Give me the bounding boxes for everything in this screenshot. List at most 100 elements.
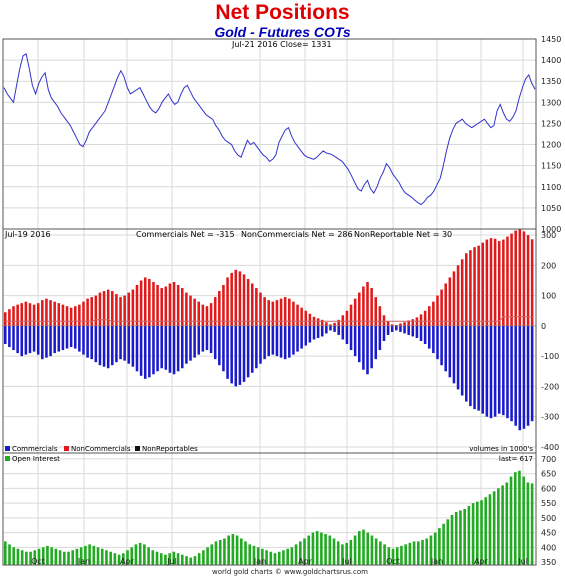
commercials-bar xyxy=(419,325,423,341)
open-interest-bar xyxy=(501,485,504,565)
noncommercials-bar xyxy=(45,298,48,326)
commercials-bar xyxy=(8,325,11,348)
oi-last-label: last= 617 xyxy=(499,455,533,463)
commercials-bar xyxy=(407,325,410,335)
commercials-bar xyxy=(24,325,28,355)
commercials-bar xyxy=(12,325,15,351)
open-interest-bar xyxy=(497,488,500,565)
noncommercials-bar xyxy=(477,245,480,326)
commercials-bar xyxy=(230,325,233,384)
commercials-bar xyxy=(143,325,147,379)
x-tick-label: Jan xyxy=(77,557,90,566)
open-interest-bar xyxy=(54,548,58,565)
panel-frame-2 xyxy=(2,452,537,566)
open-interest-bar xyxy=(46,545,49,565)
open-interest-bar xyxy=(256,547,260,565)
commercials-bar xyxy=(94,325,98,363)
noncommercials-bar xyxy=(292,301,295,326)
commercials-bar xyxy=(353,325,357,357)
y-tick-label: 200 xyxy=(541,261,556,270)
open-interest-bar xyxy=(240,538,243,565)
open-interest-bar xyxy=(79,547,83,565)
noncommercials-bar xyxy=(12,306,15,326)
open-interest-bar xyxy=(210,544,214,565)
noncommercials-bar xyxy=(53,301,56,326)
noncommercials-bar xyxy=(69,307,73,326)
commercials-bar xyxy=(489,325,493,419)
noncommercials-bar xyxy=(370,288,373,326)
open-interest-bar xyxy=(299,541,302,565)
y-tick-label: 300 xyxy=(541,231,556,240)
noncommercials-bar xyxy=(127,292,131,326)
commercials-bar xyxy=(403,325,406,334)
legend-label: Commercials xyxy=(12,445,58,453)
commercials-bar xyxy=(78,325,81,352)
open-interest-bar xyxy=(370,535,374,565)
noncommercials-bar xyxy=(86,298,89,326)
y-tick-label: 1100 xyxy=(541,183,561,192)
commercials-bar xyxy=(123,325,126,361)
open-interest-bar xyxy=(324,534,327,565)
open-interest-bar xyxy=(105,550,108,565)
commercials-bar xyxy=(312,325,316,340)
noncommercials-bar xyxy=(135,285,139,326)
noncommercials-bar xyxy=(185,292,188,326)
commercials-bar xyxy=(292,325,295,355)
commercials-bar xyxy=(510,325,513,422)
open-interest-bar xyxy=(480,500,483,565)
open-interest-bar xyxy=(185,556,188,565)
y-tick-label: -100 xyxy=(541,352,559,361)
x-tick-label: Jan xyxy=(430,557,443,566)
open-interest-bar xyxy=(231,534,235,565)
open-interest-bar xyxy=(147,547,150,565)
commercials-bar xyxy=(189,325,192,361)
noncommercials-bar xyxy=(419,314,423,326)
x-tick-label: Oct xyxy=(31,557,45,566)
commercials-bar xyxy=(73,325,77,349)
commercials-bar xyxy=(514,325,517,426)
open-interest-bar xyxy=(218,539,222,565)
noncommercials-bar xyxy=(329,324,332,326)
open-interest-bar xyxy=(429,535,433,565)
open-interest-bar xyxy=(492,491,496,565)
commercials-bar xyxy=(288,325,291,358)
commercials-bar xyxy=(386,325,390,335)
noncommercials-bar xyxy=(226,277,229,326)
open-interest-bar xyxy=(471,503,475,565)
commercials-bar xyxy=(205,325,209,351)
open-interest-bar xyxy=(412,541,416,565)
noncommercials-bar xyxy=(283,297,287,326)
commercials-bar xyxy=(86,325,89,358)
open-interest-bar xyxy=(117,554,121,565)
commercials-bar xyxy=(370,325,373,369)
noncommercials-bar xyxy=(90,297,93,326)
commercials-bar xyxy=(320,325,324,337)
open-interest-bar xyxy=(126,550,129,565)
noncommercials-bar xyxy=(502,239,505,326)
oi-legend-swatch xyxy=(5,456,10,461)
noncommercials-bar xyxy=(460,259,464,326)
commercials-bar xyxy=(316,325,320,338)
noncommercials-bar xyxy=(382,315,386,326)
price-line xyxy=(3,52,536,206)
commercials-bar xyxy=(366,325,369,375)
noncommercials-bar xyxy=(349,304,353,326)
commercials-bar xyxy=(255,325,258,369)
open-interest-bar xyxy=(25,551,28,565)
noncommercials-bar xyxy=(407,320,410,326)
open-interest-bar xyxy=(349,539,353,565)
open-interest-bar xyxy=(176,553,180,565)
commercials-bar xyxy=(271,325,275,355)
open-interest-bar xyxy=(100,548,104,565)
noncommercials-bar xyxy=(197,301,201,326)
commercials-bar xyxy=(415,325,419,338)
y-tick-label: 450 xyxy=(541,529,556,538)
open-interest-bar xyxy=(303,538,306,565)
open-interest-bar xyxy=(311,532,315,565)
noncommercials-bar xyxy=(131,289,135,326)
open-interest-bar xyxy=(513,472,517,565)
noncommercials-bar xyxy=(41,300,44,326)
open-interest-bar xyxy=(197,553,201,565)
noncommercials-bar xyxy=(152,281,155,326)
legend-swatch xyxy=(64,446,69,451)
